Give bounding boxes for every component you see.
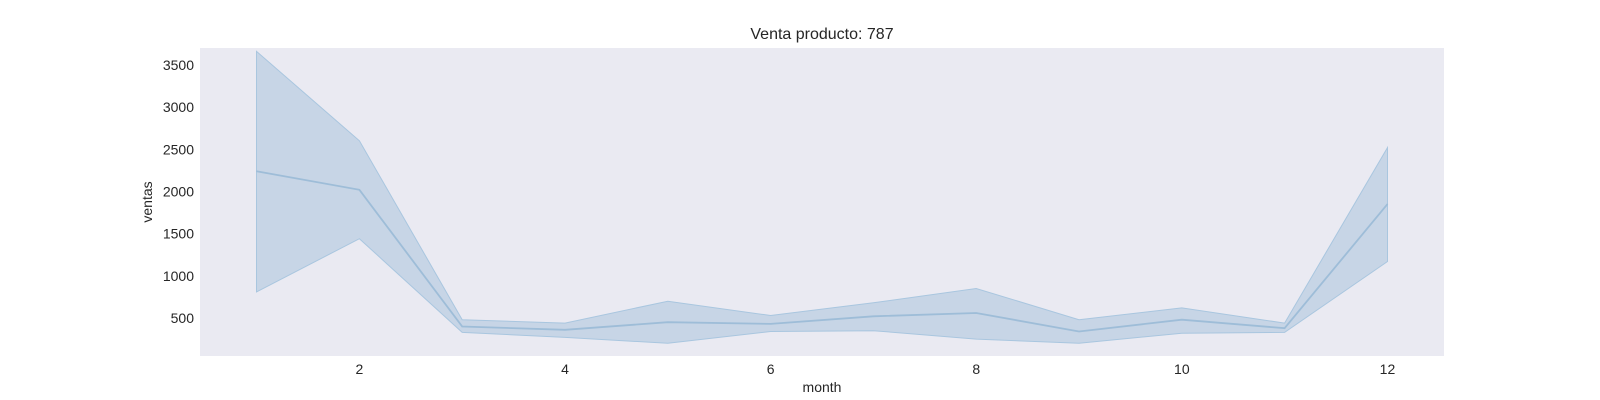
series-line-layer	[256, 170, 1389, 333]
x-tick-label: 6	[767, 361, 775, 377]
data-point	[667, 321, 669, 323]
x-tick-label: 12	[1380, 361, 1396, 377]
y-tick-label: 3500	[163, 57, 194, 73]
data-point	[358, 189, 360, 191]
data-point	[256, 170, 258, 172]
data-point	[975, 312, 977, 314]
confidence-band	[256, 50, 1388, 344]
data-point	[461, 325, 463, 327]
data-point	[1078, 331, 1080, 333]
plot-area	[200, 48, 1444, 356]
x-axis-ticks: 2 4 6 8 10 12	[355, 361, 1395, 377]
data-point	[1181, 319, 1183, 321]
x-tick-label: 2	[355, 361, 363, 377]
y-tick-label: 1000	[163, 268, 194, 284]
data-point	[872, 315, 874, 317]
y-tick-label: 1500	[163, 226, 194, 242]
y-axis-ticks: 500 1000 1500 2000 2500 3000 3500	[163, 57, 194, 326]
series-line	[256, 170, 1389, 333]
y-axis-label: ventas	[139, 181, 155, 222]
confidence-band-layer	[256, 50, 1388, 344]
data-point	[564, 329, 566, 331]
data-point	[1284, 327, 1286, 329]
x-tick-label: 4	[561, 361, 569, 377]
x-tick-label: 8	[972, 361, 980, 377]
chart-title: Venta producto: 787	[750, 26, 893, 43]
data-point	[770, 323, 772, 325]
y-tick-label: 2500	[163, 141, 194, 157]
x-axis-label: month	[803, 379, 842, 395]
data-point	[1386, 203, 1388, 205]
y-tick-label: 3000	[163, 99, 194, 115]
y-tick-label: 500	[171, 310, 195, 326]
x-tick-label: 10	[1174, 361, 1190, 377]
y-tick-label: 2000	[163, 183, 194, 199]
